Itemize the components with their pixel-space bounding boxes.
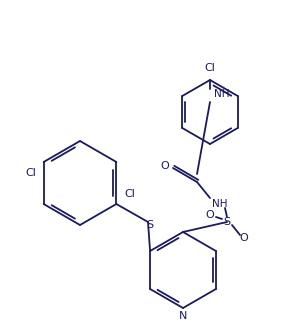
- Text: Cl: Cl: [124, 189, 135, 199]
- Text: N: N: [179, 311, 187, 321]
- Text: NH: NH: [212, 199, 228, 209]
- Text: O: O: [240, 233, 248, 243]
- Text: Cl: Cl: [205, 63, 216, 73]
- Text: O: O: [206, 210, 214, 220]
- Text: S: S: [223, 217, 231, 227]
- Text: NH: NH: [214, 89, 230, 99]
- Text: O: O: [161, 161, 169, 171]
- Text: S: S: [146, 220, 153, 230]
- Text: Cl: Cl: [25, 168, 36, 178]
